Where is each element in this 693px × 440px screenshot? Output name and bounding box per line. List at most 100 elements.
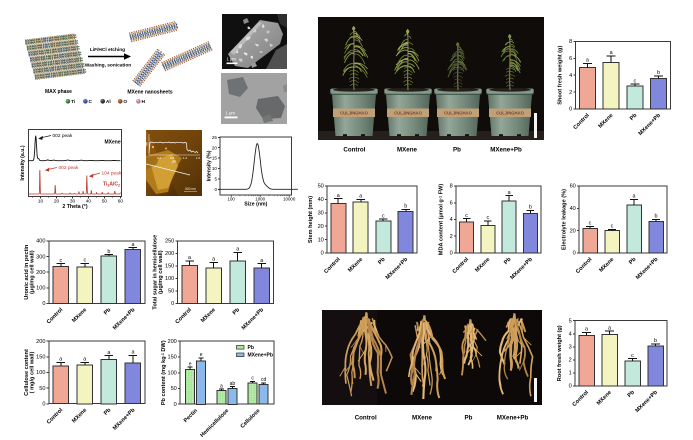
svg-text:500 nm: 500 nm [185,187,196,191]
svg-text:a: a [188,255,191,261]
svg-text:a: a [59,357,62,363]
svg-text:0: 0 [569,384,572,390]
svg-text:O: O [123,99,127,105]
svg-text:30: 30 [318,211,324,217]
svg-text:MXene+Pb: MXene+Pb [490,147,522,154]
svg-text:50: 50 [318,184,324,190]
svg-text:2: 2 [569,90,572,96]
svg-text:4: 4 [569,73,572,79]
svg-text:a: a [83,357,86,363]
svg-text:a: a [132,350,135,356]
svg-text:20: 20 [54,198,60,204]
svg-text:Pb: Pb [377,256,387,266]
svg-text:MXene nanosheets: MXene nanosheets [127,90,173,96]
svg-text:250: 250 [165,239,174,245]
svg-text:c: c [465,213,468,219]
svg-text:40: 40 [570,206,576,212]
svg-text:1 μm: 1 μm [227,57,237,62]
svg-text:100: 100 [228,196,236,201]
svg-text:200: 200 [36,270,45,276]
svg-text:6: 6 [450,200,453,206]
svg-text:a: a [633,194,636,200]
svg-text:b: b [404,204,407,210]
svg-text:0: 0 [573,251,576,257]
svg-text:Cellulose content: Cellulose content [24,349,30,396]
svg-text:40: 40 [318,197,324,203]
svg-text:2 Theta (°): 2 Theta (°) [62,204,87,210]
svg-text:60: 60 [118,198,124,204]
svg-text:1: 1 [569,371,572,377]
svg-text:Pb: Pb [103,407,113,417]
svg-text:MXene: MXene [105,140,121,146]
svg-text:104 peak: 104 peak [102,170,122,176]
svg-text:Uronic acid in pectin: Uronic acid in pectin [24,244,30,300]
svg-text:Control: Control [343,147,365,154]
svg-text:CULJINGHAO: CULJINGHAO [394,111,422,116]
svg-text:Pb: Pb [248,345,254,351]
svg-text:c: c [59,258,62,264]
svg-text:0: 0 [214,187,217,192]
svg-text:Pb: Pb [628,256,638,266]
svg-text:002 peak: 002 peak [59,165,79,171]
svg-text:c: c [382,213,385,219]
svg-text:c: c [634,78,637,84]
svg-text:ab: ab [230,381,236,387]
svg-text:8: 8 [450,184,453,190]
svg-text:0: 0 [321,251,324,257]
svg-text:Ti3AlC2: Ti3AlC2 [103,182,120,188]
svg-text:a: a [107,350,110,356]
svg-text:10: 10 [38,198,44,204]
svg-text:a: a [359,194,362,200]
svg-text:Intensity (%): Intensity (%) [207,150,213,181]
svg-text:H: H [142,99,146,105]
svg-text:50: 50 [171,386,177,392]
svg-text:MDA content (μmol g-1 FW): MDA content (μmol g-1 FW) [438,184,444,256]
svg-text:b: b [654,338,657,344]
svg-text:50: 50 [39,386,45,392]
svg-text:b: b [107,249,110,255]
svg-text:150: 150 [36,355,45,361]
svg-text:a: a [236,247,239,253]
svg-text:8: 8 [569,39,572,45]
svg-text:1000: 1000 [255,196,265,201]
svg-text:Pb: Pb [627,389,637,399]
svg-text:0: 0 [569,107,572,113]
svg-text:b: b [529,205,532,211]
svg-text:Pb: Pb [465,415,473,422]
svg-text:c: c [487,215,490,221]
svg-text:5: 5 [569,318,572,324]
svg-text:100: 100 [36,286,45,292]
svg-text:CULJINGHAO: CULJINGHAO [496,111,524,116]
svg-text:002 peak: 002 peak [53,133,73,139]
svg-text:a: a [220,383,223,389]
svg-text:20: 20 [570,228,576,234]
svg-text:MXene: MXene [412,415,433,422]
svg-text:a: a [212,257,215,263]
svg-text:(μg/mg cell wall): (μg/mg cell wall) [30,250,36,294]
svg-text:b: b [655,214,658,220]
svg-text:a: a [508,190,511,196]
svg-text:e: e [200,352,203,358]
svg-text:6: 6 [569,56,572,62]
svg-text:Intensity (a.u.): Intensity (a.u.) [20,145,26,180]
svg-text:Pb: Pb [103,307,113,317]
svg-text:MXene: MXene [397,147,418,154]
svg-text:0: 0 [174,402,177,408]
svg-text:Shoot fresh weight (g): Shoot fresh weight (g) [558,46,564,105]
svg-text:a: a [585,327,588,333]
svg-text:a: a [608,325,611,331]
svg-text:Pb: Pb [503,256,513,266]
svg-text:(μg/mg cell wall): (μg/mg cell wall) [158,250,164,294]
svg-text:Size (nm): Size (nm) [244,201,267,207]
svg-text:1.6: 1.6 [196,156,201,160]
svg-text:a: a [337,193,340,199]
svg-text:( mg/g cell wall): ( mg/g cell wall) [30,352,36,394]
svg-text:2: 2 [450,234,453,240]
svg-text:150: 150 [165,264,174,270]
svg-text:0: 0 [450,251,453,257]
svg-text:Pb: Pb [453,147,461,154]
svg-text:Root fresh weight (g): Root fresh weight (g) [557,325,563,381]
svg-text:4: 4 [569,332,572,338]
svg-text:Washing, sonication: Washing, sonication [85,63,132,69]
svg-text:c: c [251,376,254,382]
